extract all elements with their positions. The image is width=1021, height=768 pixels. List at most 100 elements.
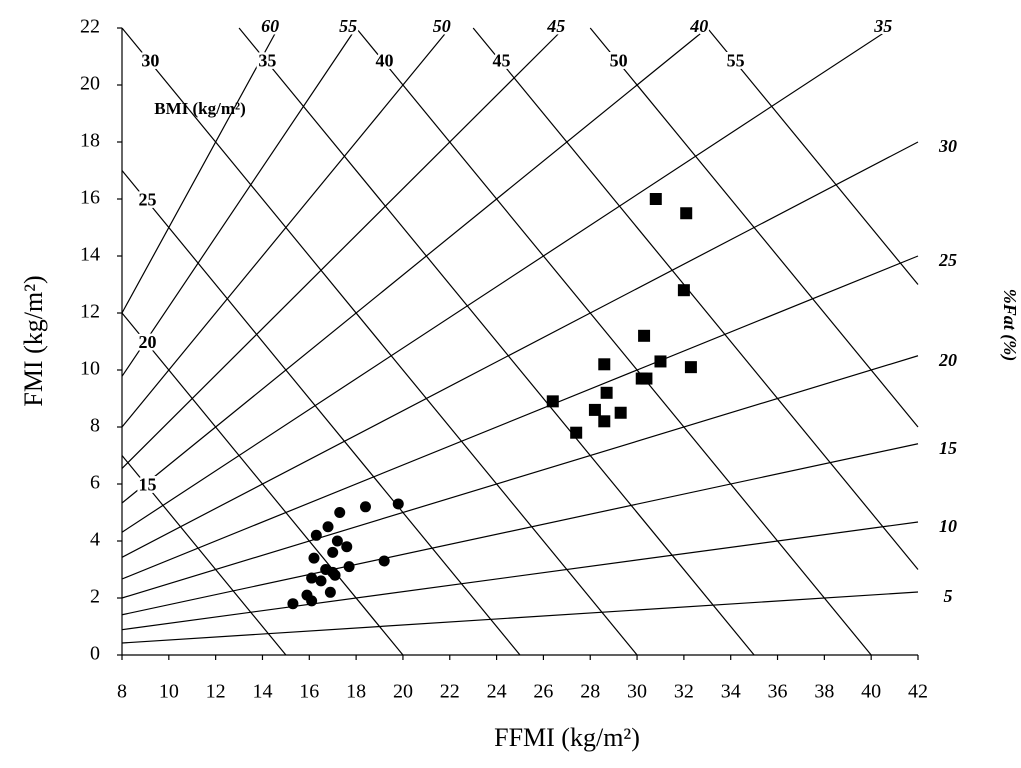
fat-isoline-label: 5	[944, 586, 953, 606]
y-tick-label: 16	[80, 187, 100, 209]
data-point	[308, 552, 320, 564]
bmi-isoline-label: 45	[493, 51, 511, 71]
fat-isoline-label: 35	[873, 16, 892, 36]
fat-isoline-label: 20	[938, 350, 957, 370]
data-point	[306, 572, 318, 584]
x-tick-label: 36	[768, 681, 788, 703]
y-tick-label: 12	[80, 301, 100, 323]
x-tick-label: 42	[908, 681, 928, 703]
x-tick-label: 28	[580, 681, 600, 703]
x-tick-label: 30	[627, 681, 647, 703]
x-tick-label: 22	[440, 681, 460, 703]
x-tick-label: 10	[159, 681, 179, 703]
fat-isoline	[121, 521, 919, 631]
fat-isoline-label: 10	[939, 516, 957, 536]
data-point	[588, 403, 601, 416]
y-tick-label: 20	[80, 73, 100, 95]
data-point	[378, 555, 390, 567]
bmi-isoline-label: 30	[141, 51, 159, 71]
x-tick-label: 18	[346, 681, 366, 703]
y-tick-label: 18	[80, 130, 100, 152]
fat-isoline	[121, 27, 708, 504]
fat-isoline	[121, 141, 919, 558]
bmi-isoline-label: 25	[138, 190, 156, 210]
bmi-label: BMI (kg/m²)	[154, 99, 246, 118]
x-tick-label: 12	[206, 681, 226, 703]
y-tick-label: 14	[80, 244, 100, 266]
x-tick-label: 34	[721, 681, 741, 703]
data-point	[638, 329, 651, 342]
y-tick-label: 22	[80, 16, 100, 38]
y-tick-label: 0	[90, 643, 100, 665]
data-point	[341, 541, 353, 553]
fat-isoline	[121, 443, 919, 616]
data-point	[392, 498, 404, 510]
fat-isoline-label: 15	[939, 438, 957, 458]
fat-isoline	[121, 355, 919, 599]
y-tick-label: 10	[80, 358, 100, 380]
y-axis-title: FMI (kg/m²)	[19, 275, 48, 406]
data-point	[598, 358, 611, 371]
data-point	[649, 193, 662, 205]
data-point	[598, 415, 611, 428]
data-point	[327, 546, 339, 558]
fat-isoline	[121, 27, 565, 469]
x-tick-label: 38	[814, 681, 834, 703]
fat-isoline	[121, 27, 279, 314]
x-tick-label: 32	[674, 681, 694, 703]
fat-isoline-label: 45	[546, 16, 565, 36]
data-point	[329, 569, 341, 581]
bmi-isoline-label: 35	[258, 51, 276, 71]
y-tick-label: 6	[90, 472, 100, 494]
data-point	[614, 406, 627, 419]
data-point	[640, 372, 653, 385]
data-point	[324, 586, 336, 598]
bmi-isoline-label: 40	[375, 51, 393, 71]
data-point	[322, 521, 334, 533]
data-point	[359, 501, 371, 513]
bmi-isoline	[121, 455, 287, 656]
fat-isoline-label: 55	[339, 16, 357, 36]
bmi-isoline-label: 55	[727, 51, 745, 71]
bmi-isoline-label: 50	[610, 51, 628, 71]
bmi-isoline	[121, 27, 638, 656]
x-tick-label: 8	[117, 681, 127, 703]
bmi-isoline-label: 20	[138, 332, 156, 352]
fat-isoline	[121, 591, 919, 644]
right-axis-title: %Fat (%)	[999, 289, 1020, 361]
data-point	[546, 395, 559, 408]
data-point	[680, 207, 693, 220]
fat-isoline-label: 50	[433, 16, 451, 36]
bmi-isoline	[121, 170, 521, 656]
x-tick-label: 16	[299, 681, 319, 703]
y-tick-label: 2	[90, 586, 100, 608]
fat-isoline-label: 40	[689, 16, 708, 36]
data-point	[310, 529, 322, 541]
data-point	[287, 598, 299, 610]
x-tick-label: 26	[533, 681, 553, 703]
fat-isoline	[121, 27, 451, 428]
fat-isoline	[121, 27, 357, 377]
x-axis-title: FFMI (kg/m²)	[494, 723, 640, 752]
fat-isoline-label: 25	[938, 250, 957, 270]
data-point	[654, 355, 667, 368]
bmi-isoline	[472, 27, 919, 570]
data-point	[677, 284, 690, 297]
bmi-isoline-label: 15	[138, 475, 156, 495]
bmi-isoline	[238, 27, 755, 656]
data-point	[306, 595, 318, 607]
data-point	[600, 386, 613, 399]
x-tick-label: 20	[393, 681, 413, 703]
x-tick-label: 40	[861, 681, 881, 703]
data-point	[331, 535, 343, 547]
data-point	[684, 361, 697, 374]
bmi-isoline	[355, 27, 872, 656]
fat-isoline	[121, 27, 892, 533]
data-point	[315, 575, 327, 587]
data-point	[570, 426, 583, 439]
x-tick-label: 14	[252, 681, 272, 703]
x-tick-label: 24	[487, 681, 507, 703]
y-tick-label: 4	[90, 529, 100, 551]
data-point	[334, 507, 346, 518]
data-point	[343, 561, 355, 573]
